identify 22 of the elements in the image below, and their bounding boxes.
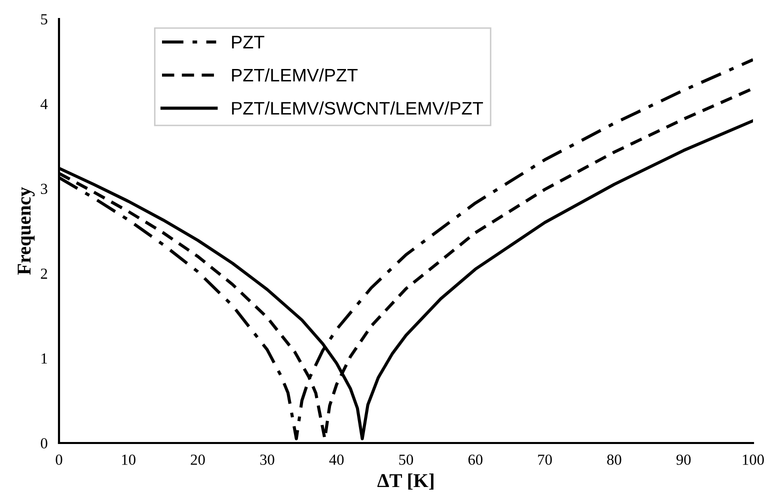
x-tick-label: 80 [607,454,622,465]
x-tick-label: 0 [56,454,62,465]
y-tick-label: 0 [40,438,48,448]
y-axis-title: Frequency [18,187,35,275]
x-tick-label: 50 [399,454,414,465]
x-axis-title: ΔT [K] [377,474,434,490]
y-tick-label: 5 [41,14,48,24]
y-tick-label: 1 [42,353,47,364]
legend-label: PZT/LEMV/PZT [232,68,358,82]
y-tick-label: 2 [40,268,48,279]
y-tick-label: 3 [40,184,48,194]
x-tick-label: 30 [260,454,274,465]
y-tick-label: 4 [40,99,48,110]
x-tick-label: 40 [329,454,344,465]
x-tick-label: 90 [676,454,691,465]
x-tick-label: 70 [538,454,552,465]
x-tick-label: 20 [190,454,205,465]
legend-label: PZT [232,36,264,48]
x-tick-label: 10 [122,454,136,465]
x-tick-label: 100 [742,454,764,465]
legend-label: PZT/LEMV/SWCNT/LEMV/PZT [232,101,483,115]
x-tick-label: 60 [468,454,482,465]
